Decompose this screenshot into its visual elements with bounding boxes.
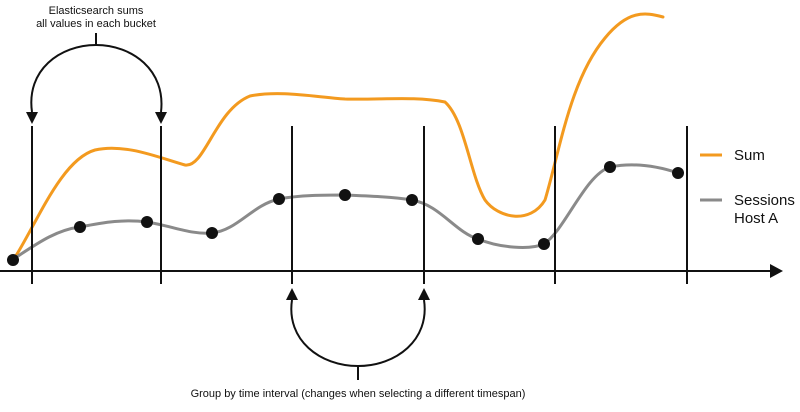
legend-sessions-label-line2: Host A (734, 210, 778, 227)
up-arrow-icon (286, 288, 298, 300)
axis-arrow-icon (770, 264, 783, 278)
top-annotation-line2: all values in each bucket (36, 18, 156, 30)
bucket-lines (31, 126, 688, 284)
down-arrow-icon (155, 112, 167, 124)
top-annotation-line1: Elasticsearch sums (49, 5, 144, 17)
bottom-annotation: Group by time interval (changes when sel… (191, 388, 526, 400)
data-point (472, 233, 484, 245)
top-bracket-arc (30, 43, 163, 113)
bottom-bracket-arc (290, 299, 426, 368)
data-point (339, 189, 351, 201)
data-point (538, 238, 550, 250)
up-arrow-icon (418, 288, 430, 300)
data-point (406, 194, 418, 206)
data-point (273, 193, 285, 205)
data-point (74, 221, 86, 233)
data-point (206, 227, 218, 239)
data-point (604, 161, 616, 173)
down-arrow-icon (26, 112, 38, 124)
data-point (141, 216, 153, 228)
sessions-curve (10, 163, 680, 262)
sum-curve (10, 12, 665, 264)
data-point (672, 167, 684, 179)
legend-sessions-label-line1: Sessions (734, 192, 795, 209)
legend-sum-label: Sum (734, 147, 765, 164)
data-points (7, 161, 684, 266)
data-point (7, 254, 19, 266)
legend: Sum Sessions Host A (700, 147, 795, 227)
